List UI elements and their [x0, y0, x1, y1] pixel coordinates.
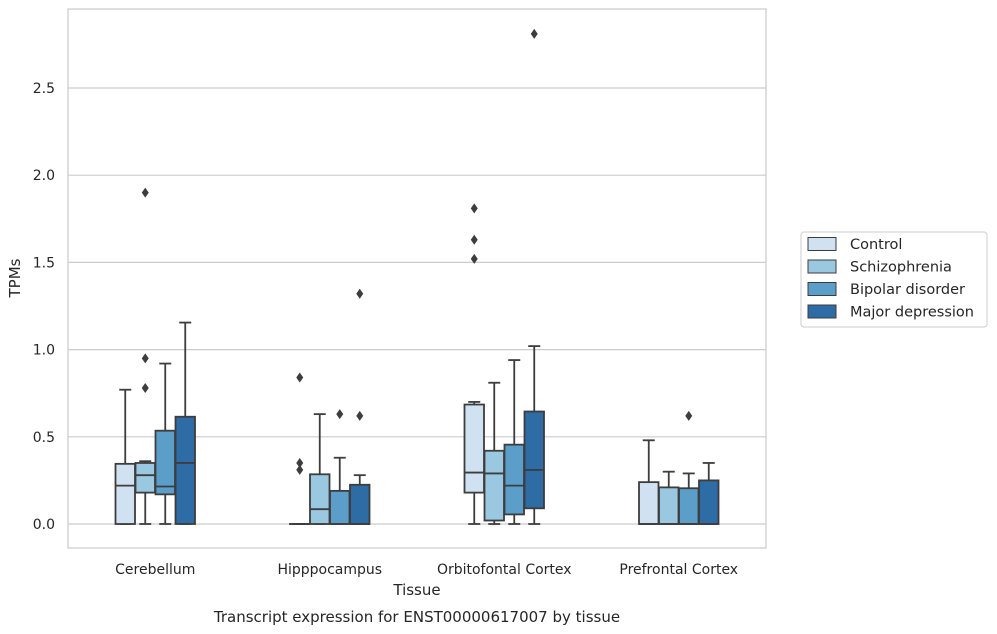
y-tick-label: 2.0: [33, 168, 55, 184]
x-tick-label: Orbitofontal Cortex: [437, 562, 572, 578]
box-body: [309, 473, 331, 525]
box-group: [174, 321, 196, 525]
legend: Control Schizophrenia Bipolar disorder Majo…: [800, 231, 988, 328]
box-body: [174, 415, 196, 525]
plot-frame: [67, 8, 767, 549]
legend-swatch: [807, 282, 837, 296]
box-body: [698, 479, 720, 525]
outlier-point: [470, 203, 478, 214]
box-group: [309, 413, 331, 525]
y-tick-label: 2.5: [33, 81, 55, 97]
y-tick-label: 0.5: [33, 430, 55, 446]
boxes: [114, 28, 720, 525]
box-body: [503, 443, 525, 516]
box-group: [678, 410, 700, 525]
box-group: [503, 359, 525, 525]
box-body: [154, 429, 176, 496]
box-body: [638, 481, 660, 525]
box-group: [483, 381, 505, 525]
box-group: [698, 462, 720, 525]
outlier-point: [141, 187, 149, 198]
legend-swatch: [807, 259, 837, 274]
box-body: [483, 449, 505, 522]
box-group: [134, 187, 156, 525]
box-group: [329, 409, 351, 525]
box-group: [523, 28, 545, 525]
legend-label: Bipolar disorder: [850, 282, 965, 298]
outlier-point: [141, 382, 149, 393]
y-axis-title: TPMs: [6, 258, 24, 298]
x-tick-label: Prefrontal Cortex: [619, 562, 738, 578]
legend-swatch: [807, 304, 837, 319]
y-tick-label: 0.0: [33, 517, 55, 533]
chart-caption: Transcript expression for ENST0000061700…: [213, 608, 620, 626]
outlier-point: [296, 457, 304, 468]
legend-label: Major depression: [850, 305, 974, 321]
outlier-point: [296, 372, 304, 383]
outlier-point: [356, 410, 364, 421]
outlier-point: [356, 288, 364, 299]
box-group: [349, 288, 371, 525]
x-tick-label: Cerebellum: [115, 562, 195, 578]
axis-ticks: 0.0 0.5 1.0 1.5 2.0 2.5 Cerebellum Hipppocampus…: [33, 81, 738, 578]
box-group: [289, 372, 311, 525]
legend-label: Control: [850, 237, 902, 253]
box-body: [114, 462, 136, 525]
x-axis-title: Tissue: [392, 581, 440, 599]
box-group: [114, 388, 136, 525]
box-body: [463, 403, 485, 494]
legend-frame: [800, 231, 988, 328]
box-body: [349, 483, 371, 525]
outlier-point: [530, 28, 538, 39]
outlier-point: [470, 234, 478, 245]
outlier-point: [296, 464, 304, 475]
legend-swatch: [807, 237, 837, 251]
outlier-point: [141, 353, 149, 364]
y-tick-label: 1.5: [33, 255, 55, 271]
box-group: [463, 203, 485, 525]
box-group: [658, 470, 680, 525]
box-body: [678, 487, 700, 525]
legend-label: Schizophrenia: [850, 260, 952, 276]
x-tick-label: Hipppocampus: [277, 562, 382, 578]
box-body: [658, 486, 680, 525]
box-group: [638, 439, 660, 525]
box-body: [329, 489, 351, 525]
box-group: [154, 362, 176, 525]
y-tick-label: 1.0: [33, 343, 55, 359]
outlier-point: [336, 409, 344, 420]
box-body: [523, 410, 545, 510]
outlier-point: [470, 253, 478, 264]
outlier-point: [685, 410, 693, 421]
box-body: [134, 462, 156, 494]
